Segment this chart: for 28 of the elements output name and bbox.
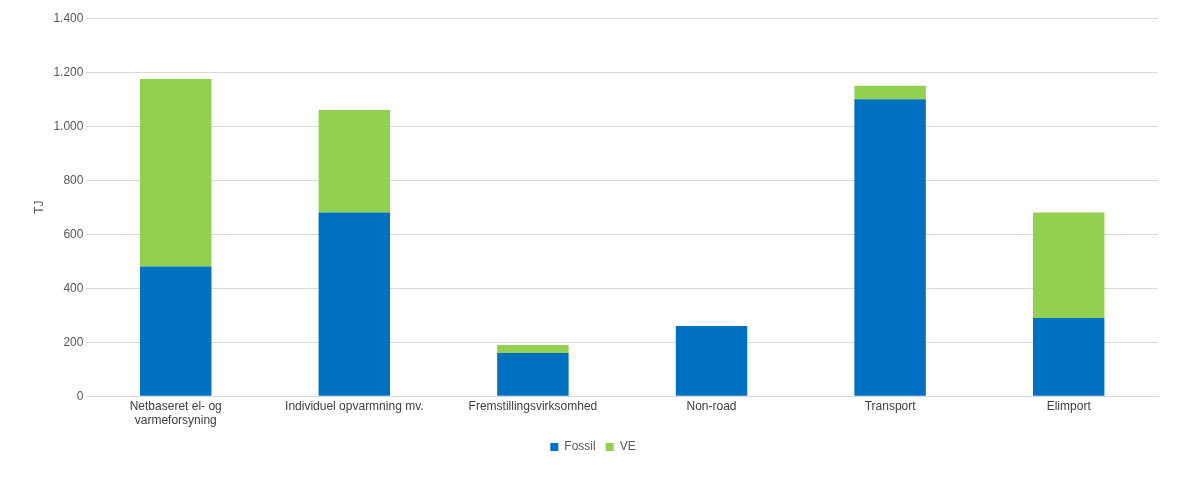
bar xyxy=(854,85,926,100)
bar xyxy=(854,99,926,396)
bar xyxy=(1032,212,1105,318)
y-tick-label: 1.400 xyxy=(53,10,84,25)
y-tick-label: 800 xyxy=(63,172,84,187)
legend-label: VE xyxy=(619,439,636,454)
x-tick-label: Fremstillingsvirksomhed xyxy=(468,398,598,413)
x-tick-label: Non-road xyxy=(686,398,737,413)
x-tick-label: Transport xyxy=(864,398,917,413)
x-tick-label: Netbaseret el- og varmeforsyning xyxy=(129,398,222,428)
legend-label: Fossil xyxy=(564,439,596,454)
y-tick-label: 1.000 xyxy=(53,118,84,133)
y-tick-label: 600 xyxy=(63,226,84,241)
bar xyxy=(318,212,391,396)
bar xyxy=(140,266,212,396)
y-axis-title: TJ xyxy=(31,200,46,214)
bar xyxy=(140,78,212,267)
y-tick-label: 0 xyxy=(76,388,84,403)
y-tick-label: 1.200 xyxy=(53,64,84,79)
y-tick-label: 200 xyxy=(63,334,84,349)
x-tick-label: Individuel opvarmning mv. xyxy=(285,398,424,413)
bar xyxy=(318,110,391,213)
bar xyxy=(1032,317,1105,396)
bar xyxy=(675,326,748,396)
bar xyxy=(497,353,569,396)
x-tick-label: Elimport xyxy=(1046,398,1092,413)
y-tick-label: 400 xyxy=(63,280,84,295)
bar xyxy=(497,344,569,353)
